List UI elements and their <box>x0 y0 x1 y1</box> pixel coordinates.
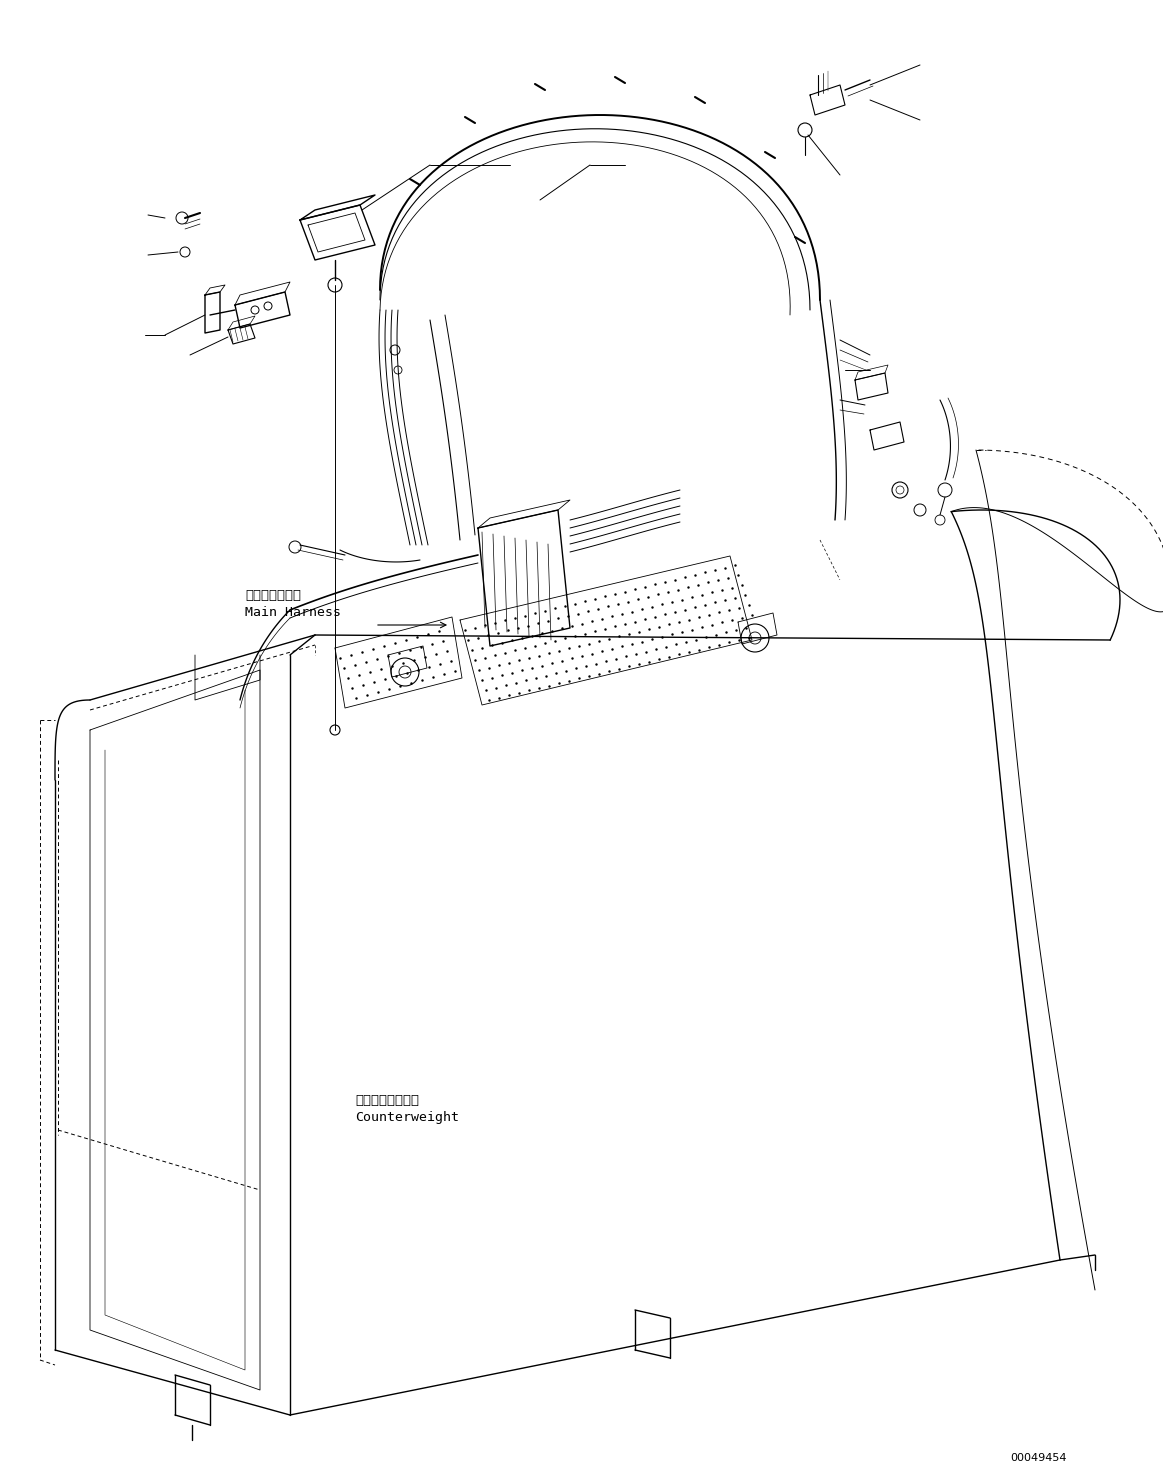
Text: Counterweight: Counterweight <box>355 1110 459 1123</box>
Text: 00049454: 00049454 <box>1009 1453 1066 1464</box>
Text: カウンタウエイト: カウンタウエイト <box>355 1094 419 1107</box>
Text: メインハーネス: メインハーネス <box>245 589 301 601</box>
Text: Main Harness: Main Harness <box>245 605 341 619</box>
